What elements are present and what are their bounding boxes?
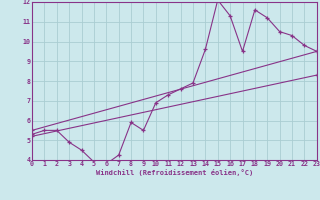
X-axis label: Windchill (Refroidissement éolien,°C): Windchill (Refroidissement éolien,°C): [96, 168, 253, 176]
